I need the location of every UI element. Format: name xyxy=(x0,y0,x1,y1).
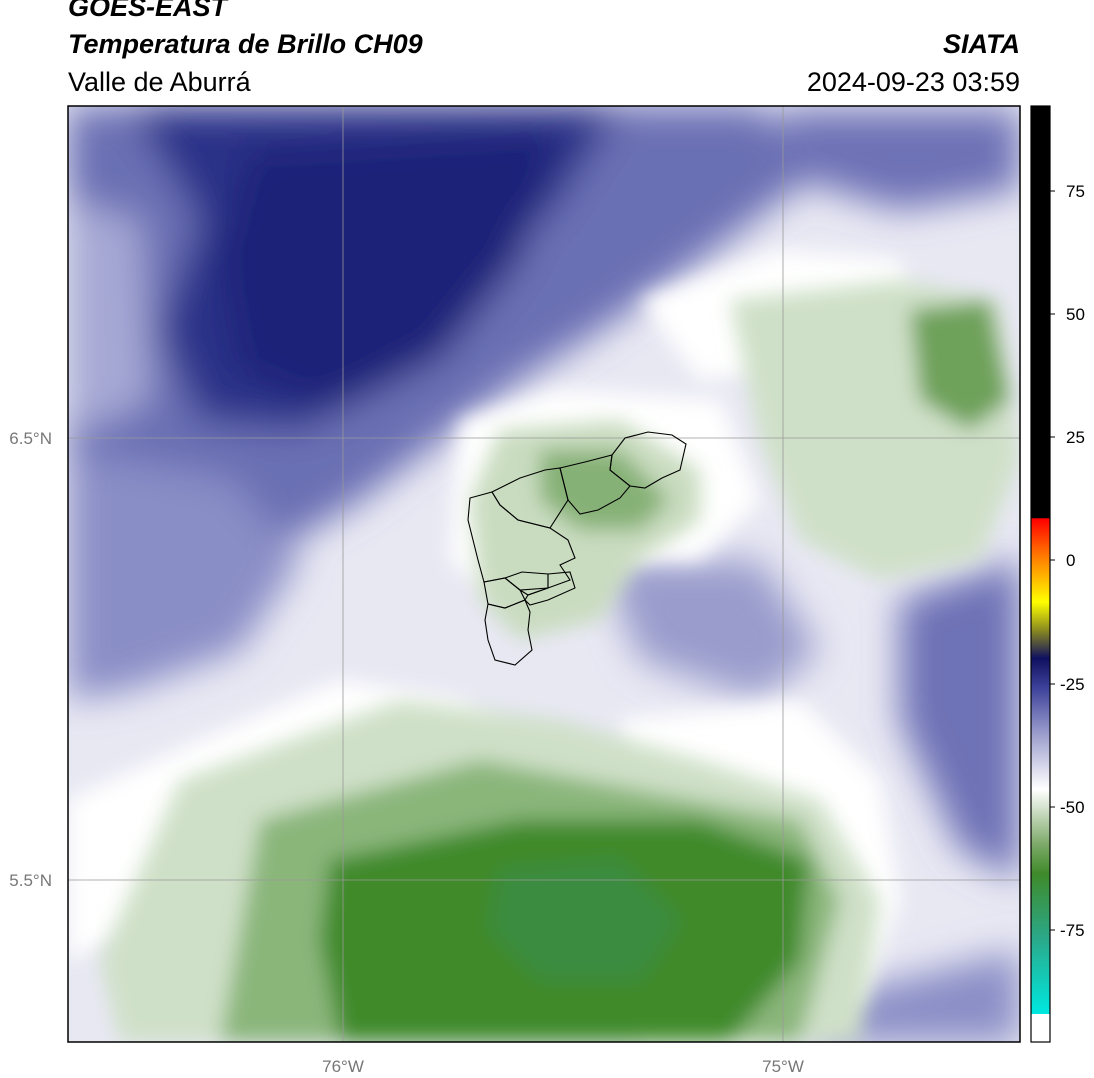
satellite-title: GOES-EAST xyxy=(68,0,228,22)
colorbar-tick-0: 0 xyxy=(1066,551,1075,570)
organization-label: SIATA xyxy=(943,29,1020,59)
datetime-label: 2024-09-23 03:59 xyxy=(806,67,1020,97)
colorbar-scale xyxy=(1030,105,1051,1043)
lon-label-76w: 76°W xyxy=(322,1057,364,1076)
region-title: Valle de Aburrá xyxy=(68,67,251,97)
colorbar-tick-50: 50 xyxy=(1066,305,1085,324)
product-title: Temperatura de Brillo CH09 xyxy=(68,29,423,59)
colorbar-tick-minus25: -25 xyxy=(1060,675,1085,694)
colorbar: 75 50 25 0 -25 -50 -75 xyxy=(1030,105,1085,1043)
colorbar-tick-minus50: -50 xyxy=(1060,798,1085,817)
map-frame xyxy=(67,105,1021,1043)
lat-label-5-5: 5.5°N xyxy=(9,871,52,890)
colorbar-tick-75: 75 xyxy=(1066,182,1085,201)
municipality-boundaries xyxy=(467,431,687,666)
graticule xyxy=(68,106,1020,1042)
lon-label-75w: 75°W xyxy=(762,1057,804,1076)
colorbar-tick-minus75: -75 xyxy=(1060,921,1085,940)
lat-label-6-5: 6.5°N xyxy=(9,429,52,448)
temperature-field xyxy=(68,106,1020,1042)
colorbar-tick-25: 25 xyxy=(1066,428,1085,447)
